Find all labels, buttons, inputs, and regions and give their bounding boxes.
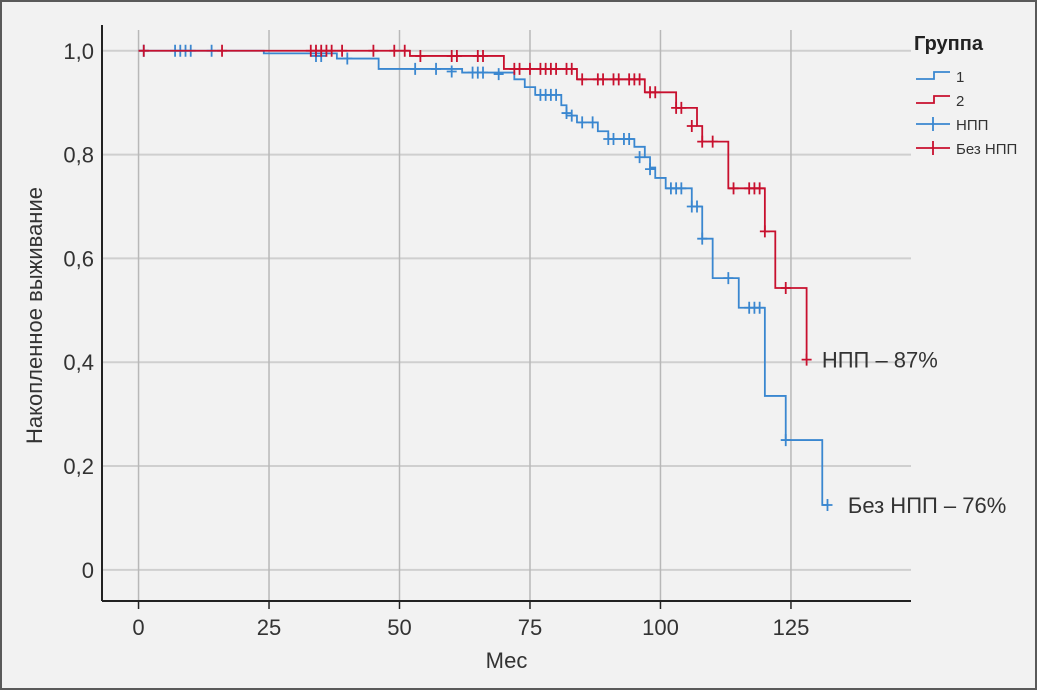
censor-mark — [431, 62, 442, 75]
annotation-label: НПП – 87% — [822, 348, 938, 373]
censor-mark — [524, 62, 535, 75]
censor-mark — [577, 73, 588, 86]
censor-mark — [754, 182, 765, 195]
legend-entry-label: Без НПП — [956, 141, 1017, 158]
legend-title: Группа — [914, 33, 984, 55]
censor-mark — [780, 281, 791, 294]
x-tick-label: 25 — [257, 615, 281, 640]
censor-mark — [650, 86, 661, 99]
censor-mark — [587, 116, 598, 129]
censor-mark — [754, 301, 765, 314]
y-tick-label: 0,2 — [63, 454, 94, 479]
censor-mark — [478, 49, 489, 62]
x-tick-label: 50 — [387, 615, 411, 640]
censor-mark — [368, 44, 379, 57]
censor-mark — [551, 62, 562, 75]
censor-mark — [551, 88, 562, 101]
x-axis-title: Мес — [486, 648, 528, 673]
censor-mark — [692, 200, 703, 213]
y-axis-title: Накопленное выживание — [22, 187, 47, 444]
censor-mark — [598, 73, 609, 86]
censor-mark — [801, 353, 812, 366]
censor-mark — [561, 107, 572, 120]
legend-entry-label: НПП — [956, 117, 988, 134]
censor-mark — [577, 116, 588, 129]
censor-mark — [676, 182, 687, 195]
censor-mark — [686, 120, 697, 133]
annotations: НПП – 87% Без НПП – 76% — [822, 348, 1007, 518]
censor-mark — [478, 66, 489, 79]
censor-mark — [645, 163, 656, 176]
censor-mark — [217, 44, 228, 57]
censor-mark — [566, 62, 577, 75]
annotation-label: Без НПП – 76% — [848, 493, 1006, 518]
legend-swatch-line — [916, 95, 950, 104]
censor-mark — [613, 73, 624, 86]
censor-mark — [697, 135, 708, 148]
censor-mark — [822, 498, 833, 511]
x-tick-label: 0 — [132, 615, 144, 640]
censor-mark — [342, 52, 353, 65]
censor-mark — [723, 272, 734, 285]
legend-swatch-line — [916, 71, 950, 80]
censor-mark — [697, 232, 708, 245]
y-tick-label: 0,6 — [63, 246, 94, 271]
censor-mark — [566, 109, 577, 122]
censor-mark — [446, 65, 457, 78]
censor-mark — [415, 49, 426, 62]
legend-entry-label: 2 — [956, 93, 964, 110]
censor-mark — [389, 44, 400, 57]
x-tick-label: 125 — [773, 615, 810, 640]
censor-mark — [634, 73, 645, 86]
grid-lines — [102, 30, 911, 601]
series-line-2 — [138, 49, 808, 360]
x-tick-label: 100 — [642, 615, 679, 640]
legend: Группа 1 2 НПП Без НПП — [914, 33, 1017, 158]
plot-area — [138, 44, 833, 511]
axes: 0 0,2 0,4 0,6 0,8 1,0 0 25 50 75 100 125 — [63, 25, 911, 640]
censor-mark — [326, 44, 337, 57]
censor-mark — [493, 68, 504, 81]
y-tick-label: 0 — [82, 558, 94, 583]
censor-mark — [634, 151, 645, 164]
censor-mark — [707, 135, 718, 148]
censor-mark — [399, 44, 410, 57]
censor-mark — [337, 44, 348, 57]
censor-mark — [451, 49, 462, 62]
censor-mark — [780, 434, 791, 447]
censor-mark — [676, 101, 687, 114]
y-tick-label: 0,4 — [63, 350, 94, 375]
legend-entry-label: 1 — [956, 69, 964, 86]
censor-mark — [759, 225, 770, 238]
censor-mark — [728, 182, 739, 195]
censor-mark — [608, 133, 619, 146]
y-tick-label: 0,8 — [63, 143, 94, 168]
censor-mark — [514, 62, 525, 75]
y-tick-label: 1,0 — [63, 39, 94, 64]
x-tick-label: 75 — [518, 615, 542, 640]
censor-mark — [138, 44, 149, 57]
censor-mark — [624, 133, 635, 146]
censor-mark — [410, 62, 421, 75]
